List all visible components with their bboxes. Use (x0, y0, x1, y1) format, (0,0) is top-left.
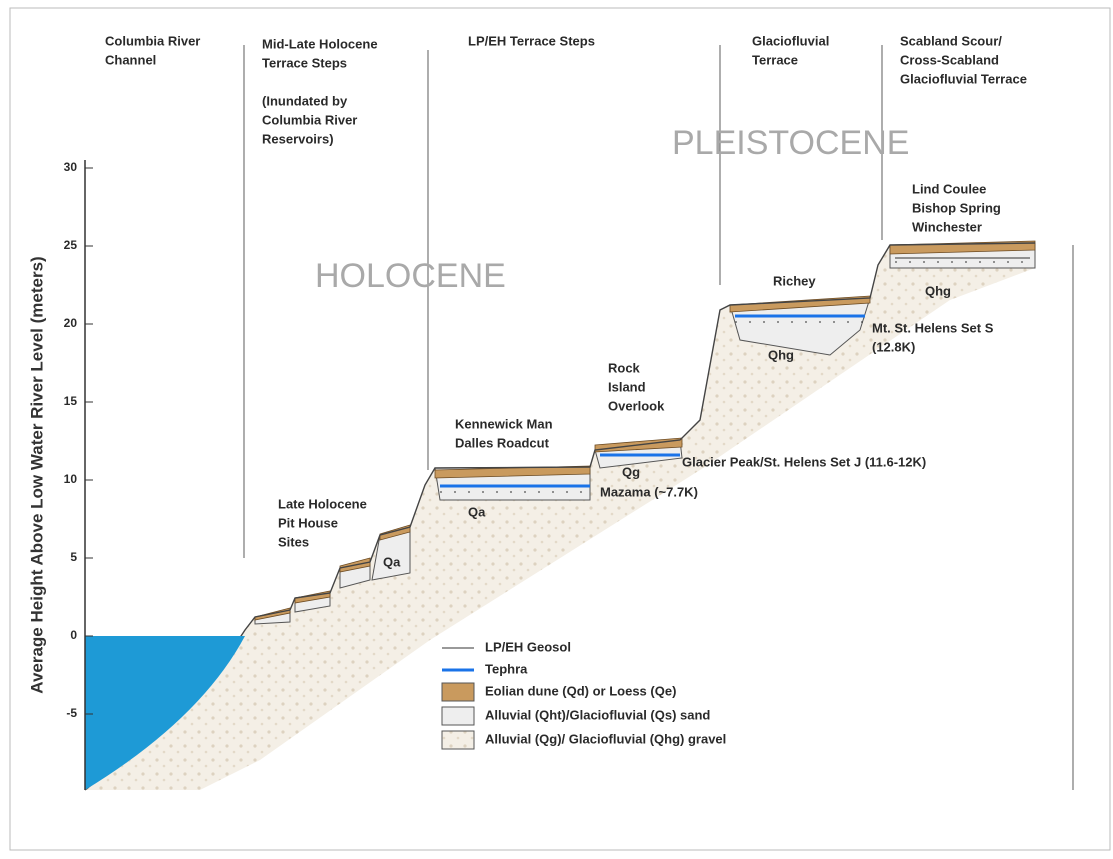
site-label: Dalles Roadcut (455, 435, 550, 450)
site-label: Kennewick Man (455, 416, 553, 431)
site-label: Winchester (912, 219, 982, 234)
tick-label: 10 (64, 472, 78, 486)
page: { "axis": { "title": "Average Height Abo… (0, 0, 1113, 859)
site-label: Qhg (768, 347, 794, 362)
site-label: Qg (622, 464, 640, 479)
tick-label: 5 (70, 550, 77, 564)
site-label: Mazama (~7.7K) (600, 484, 698, 499)
site-label: Rock (608, 360, 641, 375)
section-header: Glaciofluvial Terrace (900, 71, 1027, 86)
tick-label: 20 (64, 316, 78, 330)
site-label: Qa (383, 554, 401, 569)
tick-label: 25 (64, 238, 78, 252)
diagram: Average Height Above Low Water River Lev… (0, 0, 1113, 859)
legend-label: LP/EH Geosol (485, 639, 571, 654)
site-label: Sites (278, 534, 309, 549)
site-label: Mt. St. Helens Set S (872, 320, 994, 335)
section-header: Terrace (752, 52, 798, 67)
tick-label: 15 (64, 394, 78, 408)
section-header: Mid-Late Holocene (262, 36, 378, 51)
site-label: Overlook (608, 398, 665, 413)
section-header: (Inundated by (262, 93, 348, 108)
site-label: Richey (773, 273, 816, 288)
legend-label: Tephra (485, 661, 528, 676)
tick-label: 30 (64, 160, 78, 174)
section-header: Columbia River (262, 112, 357, 127)
site-label: Glacier Peak/St. Helens Set J (11.6-12K) (682, 454, 926, 469)
site-label: Pit House (278, 515, 338, 530)
site-label: Island (608, 379, 646, 394)
era-label: HOLOCENE (315, 257, 506, 295)
era-label: PLEISTOCENE (672, 124, 909, 162)
site-label: Qhg (925, 283, 951, 298)
site-label: Bishop Spring (912, 200, 1001, 215)
legend-symbols (442, 648, 474, 749)
section-header: Scabland Scour/ (900, 33, 1002, 48)
site-label: Late Holocene (278, 496, 367, 511)
axis-title: Average Height Above Low Water River Lev… (27, 256, 46, 693)
legend-label: Alluvial (Qht)/Glaciofluvial (Qs) sand (485, 707, 710, 722)
section-header: Cross-Scabland (900, 52, 999, 67)
section-header: Terrace Steps (262, 55, 347, 70)
site-label: Qa (468, 504, 486, 519)
tick-label: -5 (66, 706, 77, 720)
legend-label: Eolian dune (Qd) or Loess (Qe) (485, 683, 676, 698)
section-header: Glaciofluvial (752, 33, 829, 48)
section-header: Reservoirs) (262, 131, 334, 146)
site-label: Lind Coulee (912, 181, 986, 196)
section-header: Channel (105, 52, 156, 67)
site-label: (12.8K) (872, 339, 915, 354)
tick-label: 0 (70, 628, 77, 642)
legend-label: Alluvial (Qg)/ Glaciofluvial (Qhg) grave… (485, 731, 726, 746)
section-header: Columbia River (105, 33, 200, 48)
section-header: LP/EH Terrace Steps (468, 33, 595, 48)
